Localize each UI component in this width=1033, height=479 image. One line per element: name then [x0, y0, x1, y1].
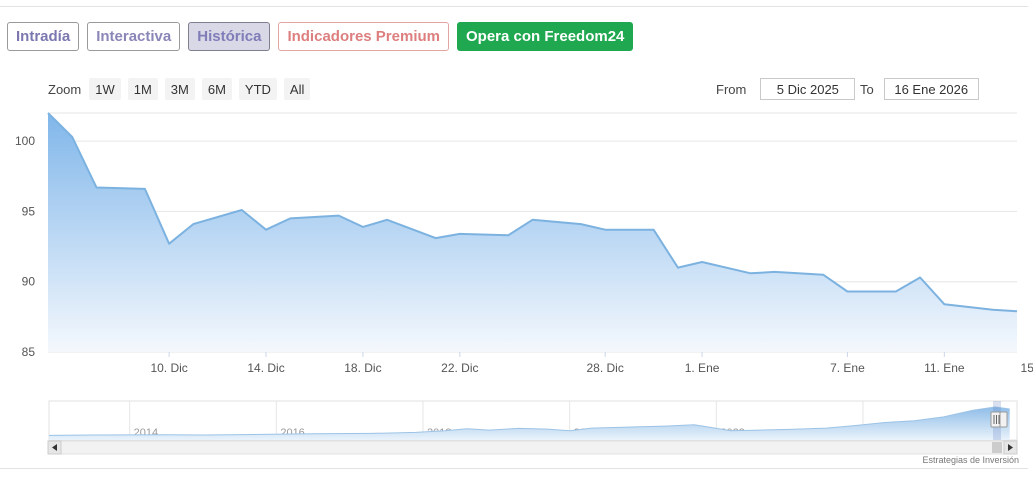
- x-tick-label: 28. Dic: [586, 361, 623, 375]
- x-tick-label: 7. Ene: [830, 361, 865, 375]
- zoom-1m-button[interactable]: 1M: [127, 78, 158, 100]
- x-tick-label: 14. Dic: [247, 361, 284, 375]
- zoom-1w-button[interactable]: 1W: [89, 78, 121, 100]
- range-to-label: To: [860, 81, 874, 97]
- x-tick-label: 1. Ene: [685, 361, 720, 375]
- series-line: [47, 112, 1018, 313]
- range-to-input[interactable]: 16 Ene 2026: [883, 78, 979, 100]
- x-tick-label: 15. Ene: [1021, 361, 1033, 375]
- zoom-all-button[interactable]: All: [283, 78, 311, 100]
- chevron-right-icon: [1008, 444, 1013, 451]
- y-tick-label: 95: [22, 204, 36, 218]
- tab-intradia[interactable]: Intradía: [7, 22, 80, 51]
- zoom-label: Zoom: [48, 81, 82, 97]
- bottom-divider: [0, 468, 1028, 469]
- series-area-fill: [48, 113, 1017, 352]
- chevron-left-icon: [52, 444, 57, 451]
- scrollbar-track[interactable]: [47, 440, 1018, 455]
- chart-tabs: Intradía Interactiva Histórica Indicador…: [7, 22, 634, 51]
- tab-interactiva[interactable]: Interactiva: [87, 22, 181, 51]
- x-axis-labels: 10. Dic 14. Dic 18. Dic 22. Dic 28. Dic 1. En…: [150, 352, 1033, 375]
- top-divider: [0, 6, 1028, 7]
- opera-freedom24-button[interactable]: Opera con Freedom24: [457, 22, 634, 51]
- main-series-area: [47, 112, 1018, 352]
- y-tick-label: 85: [22, 345, 36, 359]
- x-tick-label: 10. Dic: [150, 361, 187, 375]
- navigator[interactable]: 201420162018202020222024: [47, 400, 1018, 455]
- y-tick-label: 90: [22, 275, 36, 289]
- zoom-selector: Zoom 1W 1M 3M 6M YTD All: [48, 78, 317, 100]
- x-tick-label: 18. Dic: [344, 361, 381, 375]
- navigator-handle[interactable]: [999, 411, 1008, 428]
- scrollbar-thumb[interactable]: [992, 442, 1002, 453]
- credits-text: Estrategias de Inversión: [922, 455, 1019, 465]
- range-from-input[interactable]: 5 Dic 2025: [760, 78, 856, 100]
- navigator-line: [48, 406, 1010, 436]
- zoom-3m-button[interactable]: 3M: [164, 78, 195, 100]
- tab-indicadores-premium[interactable]: Indicadores Premium: [278, 22, 449, 51]
- y-axis-labels: 85 90 95 100: [15, 134, 35, 359]
- x-tick-label: 11. Ene: [924, 361, 965, 375]
- range-from-label: From: [716, 81, 747, 97]
- navigator-area: [49, 407, 1010, 440]
- zoom-ytd-button[interactable]: YTD: [238, 78, 277, 100]
- y-tick-label: 100: [15, 134, 35, 148]
- range-from: From 5 Dic 2025: [716, 78, 856, 100]
- x-tick-label: 22. Dic: [441, 361, 478, 375]
- range-to: To 16 Ene 2026: [860, 78, 979, 100]
- zoom-6m-button[interactable]: 6M: [201, 78, 232, 100]
- tab-historica[interactable]: Histórica: [188, 22, 271, 51]
